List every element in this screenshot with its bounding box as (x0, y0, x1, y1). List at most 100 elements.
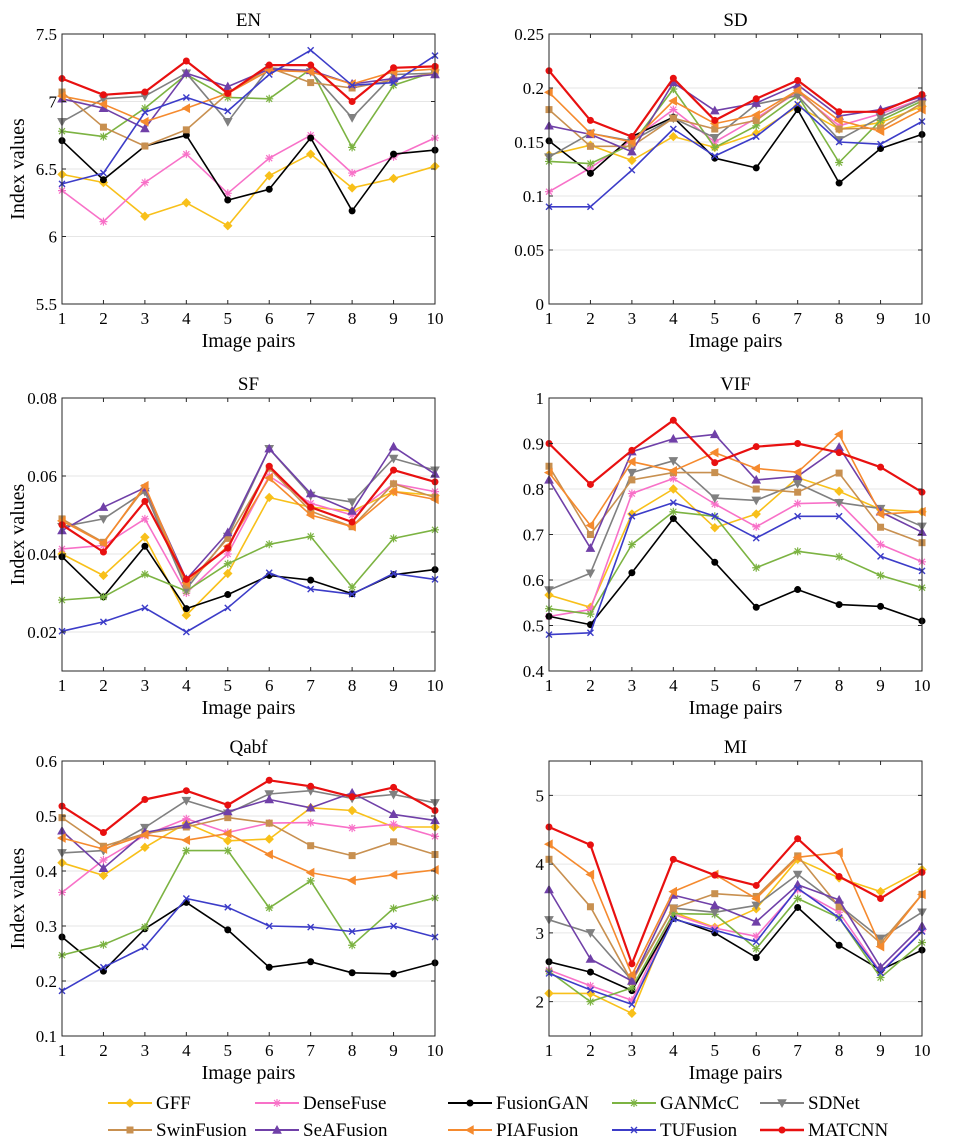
x-tick-label: 9 (389, 676, 398, 695)
data-point (794, 586, 802, 594)
data-point (182, 126, 190, 134)
data-point (389, 534, 398, 543)
y-tick-label: 0.06 (27, 467, 57, 486)
y-tick-label: 6.5 (36, 160, 57, 179)
data-point (669, 105, 678, 114)
legend-label: GFF (156, 1093, 191, 1114)
data-point (877, 552, 885, 560)
data-point (711, 152, 719, 160)
data-point (628, 133, 636, 141)
data-point (305, 66, 315, 77)
series-matcnn (545, 823, 926, 968)
x-tick-label: 10 (914, 309, 931, 328)
data-point (307, 576, 315, 584)
chart-title: MI (724, 737, 747, 758)
series-line (61, 792, 436, 870)
data-point (835, 941, 843, 949)
data-point (264, 473, 273, 483)
legend-marker (126, 1126, 134, 1134)
data-point (307, 79, 315, 87)
data-point (182, 57, 190, 65)
x-tick-label: 3 (141, 309, 150, 328)
data-point (265, 776, 273, 784)
x-tick-label: 7 (793, 676, 802, 695)
data-point (139, 116, 149, 127)
series-line (548, 433, 923, 527)
x-tick-label: 10 (427, 676, 444, 695)
axes-box (548, 33, 923, 305)
chart-title: SD (723, 10, 747, 31)
data-point (794, 512, 802, 520)
data-point (751, 509, 761, 519)
series-line (548, 89, 923, 143)
data-point (264, 790, 275, 800)
data-point (875, 934, 886, 944)
data-point (835, 914, 843, 922)
y-axis-label: Index values (7, 118, 29, 220)
data-point (182, 605, 190, 613)
x-tick-label: 7 (306, 1041, 315, 1060)
data-point (628, 960, 636, 968)
data-point (875, 941, 885, 952)
data-point (305, 867, 315, 878)
y-tick-label: 0.02 (27, 623, 57, 642)
series-fusiongan (58, 131, 439, 215)
data-point (99, 169, 107, 177)
series-line (61, 832, 436, 882)
data-point (835, 873, 843, 880)
chart-title: EN (236, 10, 262, 31)
data-point (877, 895, 885, 902)
series-line (548, 465, 923, 544)
x-tick-label: 6 (265, 676, 274, 695)
data-point (627, 983, 636, 992)
data-point (709, 494, 720, 504)
data-point (627, 155, 637, 166)
x-axis-label: Image pairs (689, 697, 783, 719)
x-tick-label: 4 (669, 1041, 678, 1060)
data-point (141, 497, 149, 505)
x-tick-label: 1 (545, 309, 554, 328)
data-point (140, 570, 149, 579)
x-tick-label: 6 (752, 1041, 761, 1060)
data-point (390, 922, 398, 930)
data-point (348, 824, 357, 833)
series-line (548, 433, 923, 549)
series-line (549, 858, 923, 1015)
x-tick-label: 2 (99, 1041, 108, 1060)
legend-entry-seafusion: SeAFusion (255, 1120, 388, 1141)
series-line (61, 465, 436, 581)
series-line (548, 88, 923, 165)
data-point (264, 849, 273, 860)
series-line (548, 897, 923, 1003)
data-point (835, 601, 843, 609)
data-point (792, 85, 802, 96)
data-point (223, 220, 233, 231)
data-point (98, 99, 108, 110)
data-point (669, 114, 677, 122)
data-point (223, 559, 232, 568)
series-line (61, 67, 436, 123)
x-tick-label: 4 (669, 676, 678, 695)
data-point (835, 179, 843, 187)
data-point (141, 542, 149, 550)
y-tick-label: 0 (536, 295, 545, 314)
series-line (548, 906, 923, 992)
legend-label: MATCNN (808, 1120, 889, 1141)
series-tufusion (58, 569, 439, 636)
data-point (668, 433, 679, 443)
data-point (181, 103, 191, 114)
chart-title: VIF (720, 374, 751, 395)
data-point (224, 544, 232, 552)
series-swinfusion (545, 86, 926, 150)
data-point (223, 568, 233, 579)
x-tick-label: 8 (348, 1041, 357, 1060)
data-point (709, 105, 720, 115)
x-tick-label: 2 (586, 676, 595, 695)
data-point (388, 809, 399, 819)
data-point (182, 846, 191, 855)
data-point (586, 903, 594, 911)
legend-label: FusionGAN (496, 1093, 589, 1114)
data-point (139, 829, 149, 840)
data-point (388, 173, 399, 184)
